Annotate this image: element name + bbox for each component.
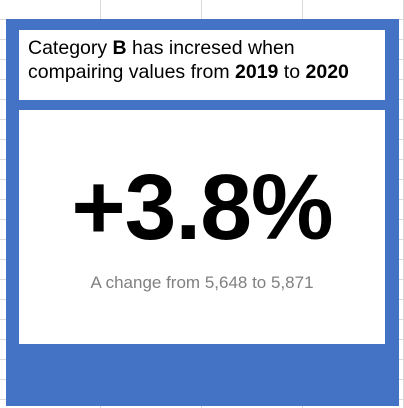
kpi-card[interactable]: Category B has incresed when compairing … bbox=[6, 19, 399, 406]
headline-box[interactable]: Category B has incresed when compairing … bbox=[19, 30, 385, 100]
headline-year-from: 2019 bbox=[235, 61, 279, 83]
headline-year-to: 2020 bbox=[305, 61, 349, 83]
headline-text: Category B has incresed when compairing … bbox=[28, 36, 378, 84]
change-percent: +3.8% bbox=[71, 155, 333, 259]
value-to: 5,871 bbox=[270, 273, 314, 292]
change-description: A change from 5,648 to 5,871 bbox=[19, 273, 385, 293]
change-prefix: A change from bbox=[90, 273, 205, 292]
value-connector: to bbox=[247, 273, 271, 292]
headline-connector: to bbox=[278, 61, 306, 83]
headline-middle: has incresed when compairing values from bbox=[28, 37, 295, 83]
value-from: 5,648 bbox=[204, 273, 248, 292]
headline-category: B bbox=[112, 37, 127, 59]
metric-box[interactable]: +3.8% A change from 5,648 to 5,871 bbox=[19, 110, 385, 344]
headline-prefix: Category bbox=[28, 37, 113, 59]
